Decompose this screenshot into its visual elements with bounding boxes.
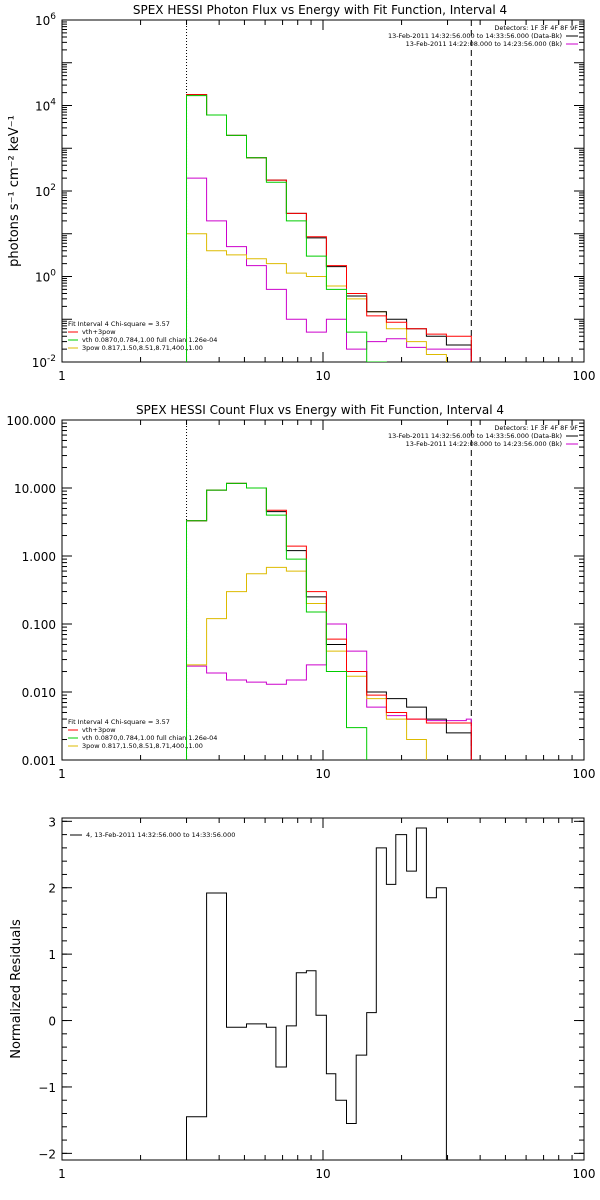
count-flux-panel: SPEX HESSI Count Flux vs Energy with Fit… bbox=[6, 403, 596, 781]
count-flux-plot: 1 10 100 0.001 0.010 0.100 1.000 10.000 100.000 D… bbox=[6, 414, 596, 781]
y-tick-label: 0 bbox=[48, 1015, 56, 1029]
legend-top-entry: 13-Feb-2011 14:32:56.000 to 14:33:56.000… bbox=[388, 32, 562, 40]
legend-top-entry: 13-Feb-2011 14:22:08.000 to 14:23:56.000… bbox=[406, 40, 562, 48]
residuals-panel: 1 10 100 −2 −1 0 1 2 3 Normalized Residuals 4, 13-… bbox=[9, 815, 596, 1181]
y-tick-label: 1.000 bbox=[22, 550, 56, 564]
y-tick-label: 10-2 bbox=[32, 354, 56, 370]
plot-frame bbox=[61, 817, 585, 1161]
plot-frame bbox=[61, 419, 585, 761]
y-tick-label: 3 bbox=[48, 815, 56, 829]
plot-frame bbox=[61, 19, 585, 363]
y-tick-exponent: 4 bbox=[50, 98, 56, 108]
x-tick-label: 100 bbox=[573, 369, 596, 383]
y-tick-label: −2 bbox=[38, 1147, 56, 1161]
x-tick-label: 10 bbox=[315, 767, 330, 781]
x-tick-label: 10 bbox=[315, 1167, 330, 1181]
x-tick-label: 10 bbox=[315, 369, 330, 383]
y-tick-label: 100 bbox=[35, 269, 56, 285]
series-group bbox=[186, 482, 472, 760]
legend-bottom-entry: vth 0.0870,0.784,1.00 full chian 1.26e-0… bbox=[82, 336, 217, 344]
photon-flux-title: SPEX HESSI Photon Flux vs Energy with Fi… bbox=[133, 3, 507, 17]
series-group bbox=[186, 827, 447, 1160]
legend-top-entry: Detectors: 1F 3F 4F 8F 9F bbox=[494, 24, 578, 32]
y-tick-label: 0.001 bbox=[22, 754, 56, 768]
x-tick-label: 1 bbox=[58, 767, 66, 781]
photon-flux-plot: 1 10 100 10-2 100 102 104 106 photons s⁻¹ cm⁻² k… bbox=[7, 12, 596, 383]
y-tick-label: 102 bbox=[35, 183, 56, 199]
y-tick-exponent: -2 bbox=[47, 354, 56, 364]
legend-top-entry: Detectors: 1F 3F 4F 8F 9F bbox=[494, 424, 578, 432]
residuals-plot: 1 10 100 −2 −1 0 1 2 3 Normalized Residuals 4, 13-… bbox=[9, 815, 596, 1181]
y-tick-label: 104 bbox=[35, 98, 56, 114]
y-tick-label: 100.000 bbox=[6, 414, 56, 428]
legend-bottom-header: Fit Interval 4 Chi-square = 3.57 bbox=[68, 320, 170, 328]
series-vth-line bbox=[186, 482, 368, 760]
y-tick-label: 1 bbox=[48, 948, 56, 962]
x-tick-label: 100 bbox=[573, 767, 596, 781]
y-tick-label: 10.000 bbox=[14, 482, 56, 496]
legend-bottom-header: Fit Interval 4 Chi-square = 3.57 bbox=[68, 718, 170, 726]
x-tick-label: 1 bbox=[58, 369, 66, 383]
legend-bottom-entry: 3pow 0.817,1.50,8.51,8.71,400.,1.00 bbox=[82, 344, 203, 352]
legend-top-entry: 13-Feb-2011 14:22:08.000 to 14:23:56.000… bbox=[406, 440, 562, 448]
photon-flux-panel: SPEX HESSI Photon Flux vs Energy with Fi… bbox=[7, 3, 596, 383]
legend-bottom-entry: vth+3pow bbox=[82, 328, 116, 336]
x-tick-label: 1 bbox=[58, 1167, 66, 1181]
x-tick-label: 100 bbox=[573, 1167, 596, 1181]
legend-entry: 4, 13-Feb-2011 14:32:56.000 to 14:33:56.… bbox=[86, 831, 235, 839]
series-vth-3pow-line bbox=[186, 94, 472, 362]
legend-bottom-entry: vth 0.0870,0.784,1.00 full chian 1.26e-0… bbox=[82, 734, 217, 742]
legend-bottom-entry: 3pow 0.817,1.50,8.51,8.71,400.,1.00 bbox=[82, 742, 203, 750]
series-data-bk-line bbox=[186, 94, 472, 362]
count-flux-title: SPEX HESSI Count Flux vs Energy with Fit… bbox=[136, 403, 504, 417]
series-3pow-line bbox=[186, 566, 427, 760]
series-4-13-feb-2011-14-32-56-000-to-14-33-56-000-line bbox=[186, 827, 447, 1160]
y-tick-label: 0.100 bbox=[22, 618, 56, 632]
y-tick-label: −1 bbox=[38, 1081, 56, 1095]
y-tick-exponent: 6 bbox=[50, 12, 56, 22]
y-tick-exponent: 2 bbox=[50, 183, 56, 193]
series-vth-3pow-line bbox=[186, 482, 472, 760]
y-tick-label: 0.010 bbox=[22, 686, 56, 700]
y-tick-label: 2 bbox=[48, 882, 56, 896]
y-axis-label: Normalized Residuals bbox=[9, 919, 24, 1059]
y-tick-label: 106 bbox=[35, 12, 56, 28]
series-group bbox=[186, 94, 472, 362]
series-3pow-line bbox=[186, 233, 447, 362]
y-axis-label: photons s⁻¹ cm⁻² keV⁻¹ bbox=[7, 115, 22, 267]
y-tick-exponent: 0 bbox=[50, 269, 56, 279]
series-vth-line bbox=[186, 95, 387, 362]
legend-bottom-entry: vth+3pow bbox=[82, 726, 116, 734]
series-data-bk-line bbox=[186, 482, 472, 760]
legend-top-entry: 13-Feb-2011 14:32:56.000 to 14:33:56.000… bbox=[388, 432, 562, 440]
